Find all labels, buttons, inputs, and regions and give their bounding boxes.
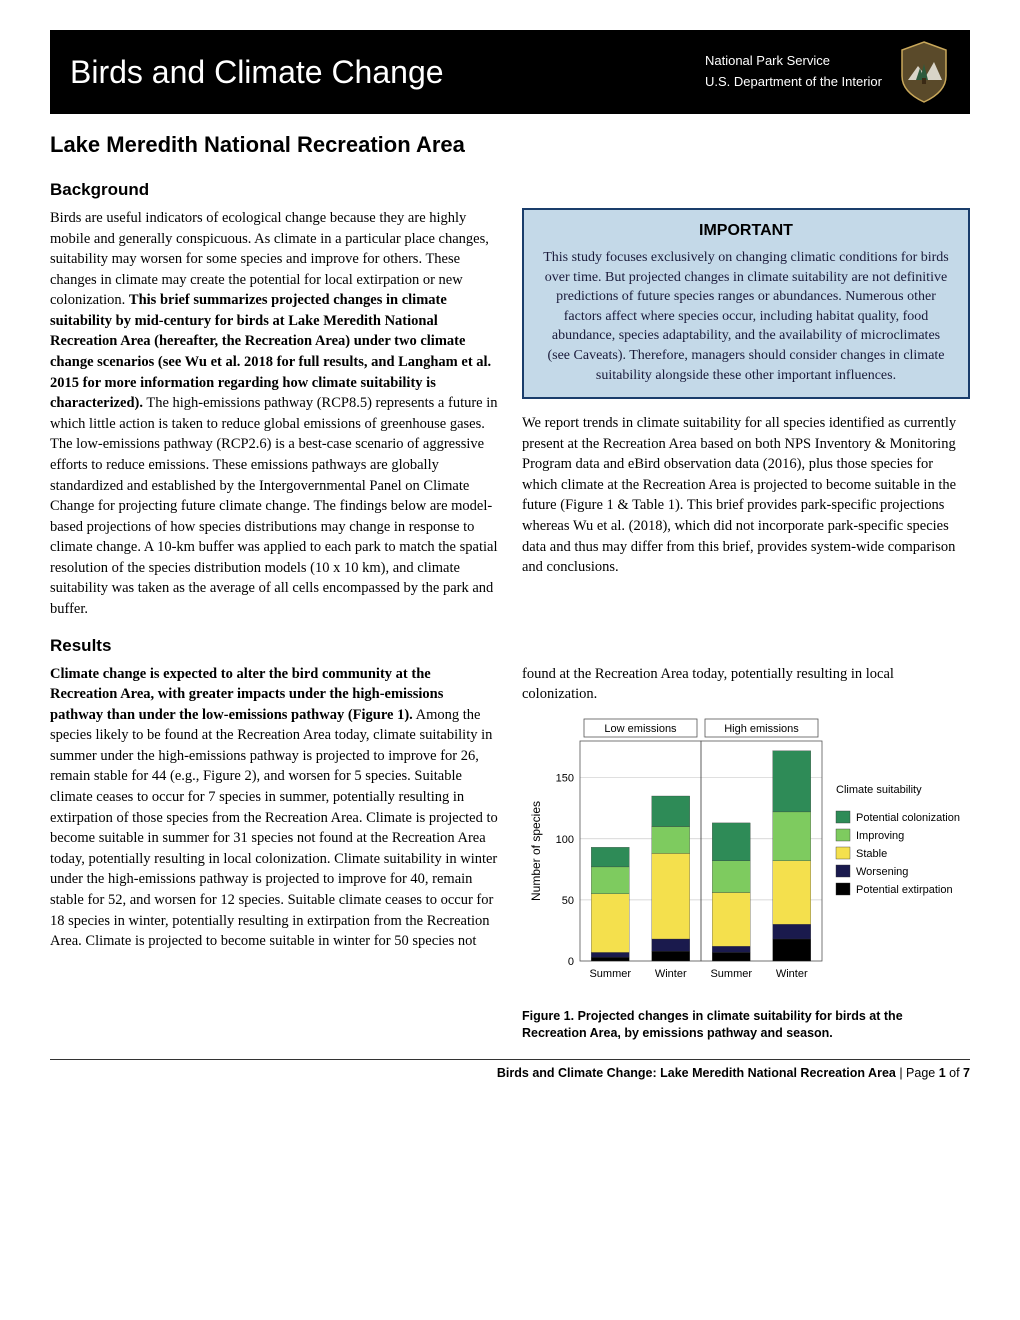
results-left-col: Climate change is expected to alter the … <box>50 664 498 1042</box>
important-text: This study focuses exclusively on changi… <box>542 248 950 385</box>
svg-text:Summer: Summer <box>589 968 631 980</box>
svg-text:Number of species: Number of species <box>529 801 543 901</box>
document-title: Birds and Climate Change <box>70 54 705 91</box>
footer-rest: | Page <box>896 1066 939 1080</box>
results-left-para: Climate change is expected to alter the … <box>50 664 498 952</box>
nps-arrowhead-logo-icon <box>898 40 950 104</box>
results-columns: Climate change is expected to alter the … <box>50 664 970 1042</box>
svg-text:Summer: Summer <box>710 968 752 980</box>
svg-text:Winter: Winter <box>655 968 687 980</box>
background-columns: Birds are useful indicators of ecologica… <box>50 208 970 620</box>
footer-rule <box>50 1059 970 1060</box>
svg-text:Potential colonization: Potential colonization <box>856 812 960 824</box>
results-bold: Climate change is expected to alter the … <box>50 666 443 723</box>
svg-text:150: 150 <box>556 772 574 784</box>
figure1-caption: Figure 1. Projected changes in climate s… <box>522 1008 970 1042</box>
svg-text:0: 0 <box>568 956 574 968</box>
figure1-chart: 0 50 100 150 Low emissions High emissions Summ… <box>522 713 970 998</box>
page-footer: Birds and Climate Change: Lake Meredith … <box>50 1066 970 1080</box>
background-para2: We report trends in climate suitability … <box>522 413 970 578</box>
svg-text:Climate suitability: Climate suitability <box>836 784 922 796</box>
svg-text:Potential extirpation: Potential extirpation <box>856 884 953 896</box>
svg-text:Worsening: Worsening <box>856 866 908 878</box>
park-title: Lake Meredith National Recreation Area <box>50 132 970 158</box>
background-right-col: IMPORTANT This study focuses exclusively… <box>522 208 970 620</box>
header-bar: Birds and Climate Change National Park S… <box>50 30 970 114</box>
svg-text:100: 100 <box>556 833 574 845</box>
background-left-col: Birds are useful indicators of ecologica… <box>50 208 498 620</box>
bg-para1-bold: This brief summarizes projected changes … <box>50 292 491 411</box>
results-right-text: found at the Recreation Area today, pote… <box>522 664 970 705</box>
important-callout: IMPORTANT This study focuses exclusively… <box>522 208 970 399</box>
results-right-col: found at the Recreation Area today, pote… <box>522 664 970 1042</box>
svg-text:Winter: Winter <box>776 968 808 980</box>
svg-text:High emissions: High emissions <box>724 723 799 735</box>
background-heading: Background <box>50 180 970 200</box>
fig1-caption-bold: Figure 1. Projected changes in climate s… <box>522 1009 903 1040</box>
org-line2: U.S. Department of the Interior <box>705 72 882 93</box>
svg-text:Low emissions: Low emissions <box>604 723 677 735</box>
important-title: IMPORTANT <box>542 222 950 240</box>
svg-text:Stable: Stable <box>856 848 887 860</box>
footer-total: 7 <box>963 1066 970 1080</box>
footer-of: of <box>946 1066 963 1080</box>
org-line1: National Park Service <box>705 51 882 72</box>
footer-pagenum: 1 <box>939 1066 946 1080</box>
results-left-text: Among the species likely to be found at … <box>50 707 498 949</box>
footer-bold: Birds and Climate Change: Lake Meredith … <box>497 1066 896 1080</box>
svg-text:50: 50 <box>562 895 574 907</box>
results-heading: Results <box>50 636 970 656</box>
svg-text:Improving: Improving <box>856 830 904 842</box>
header-org: National Park Service U.S. Department of… <box>705 51 882 93</box>
stacked-bar-chart-icon: 0 50 100 150 Low emissions High emissions Summ… <box>522 713 962 993</box>
bg-para1b: The high-emissions pathway (RCP8.5) repr… <box>50 395 498 617</box>
background-para1: Birds are useful indicators of ecologica… <box>50 208 498 620</box>
